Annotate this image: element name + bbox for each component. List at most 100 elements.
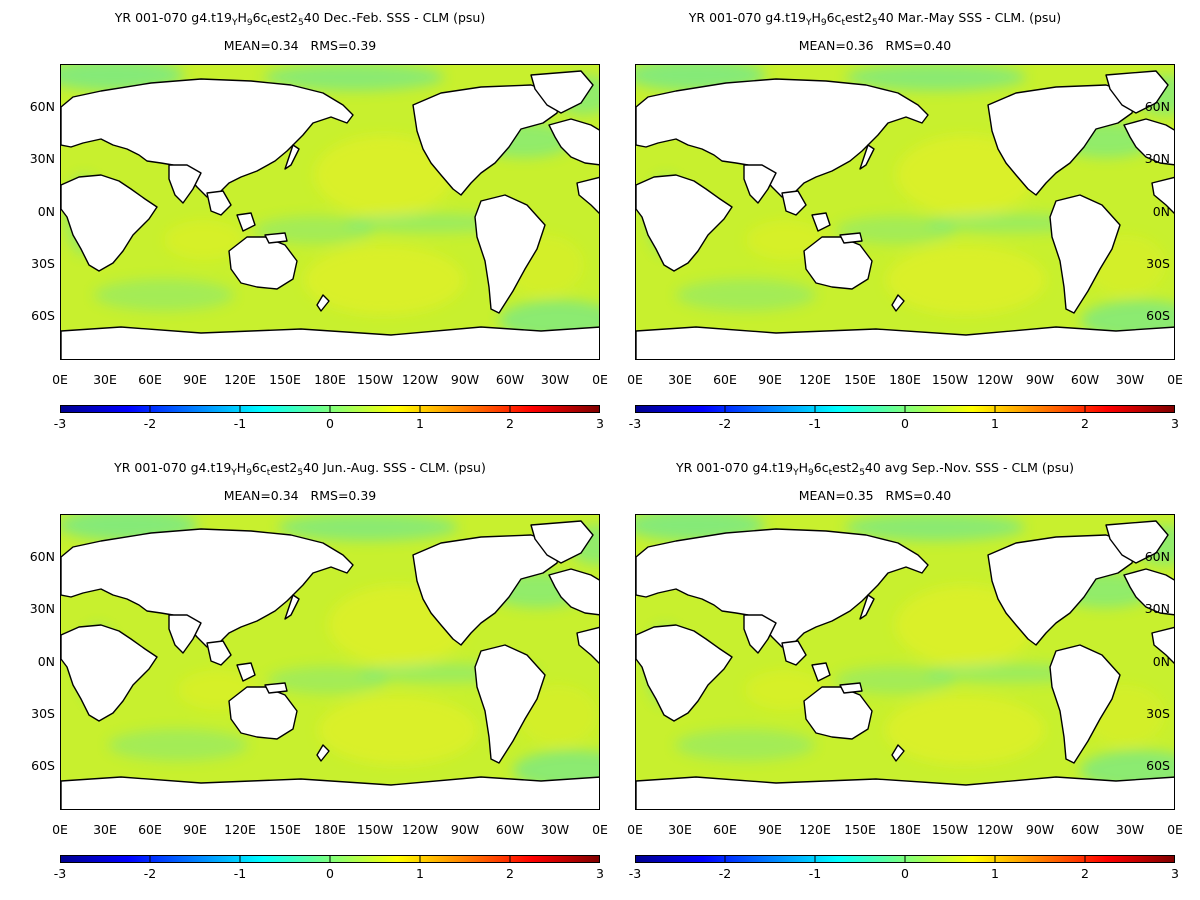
colorbar-tick-label: -3 <box>53 866 67 881</box>
title-text: 40 avg Sep.-Nov. SSS - CLM (psu) <box>864 460 1075 475</box>
lat-tick-label: 0N <box>37 204 55 219</box>
title-text: H <box>237 10 247 25</box>
lat-tick-label: 0N <box>37 654 55 669</box>
lon-tick-label: 150W <box>931 822 969 837</box>
lon-tick-label: 30E <box>93 372 117 387</box>
title-subscript: Y <box>793 468 799 478</box>
colorbar <box>59 848 601 863</box>
land-india <box>168 164 202 204</box>
lon-tick-label: 30W <box>540 822 570 837</box>
land-africa <box>61 174 158 272</box>
land-samerica <box>474 644 546 764</box>
colorbar-tick-label: 3 <box>596 866 604 881</box>
land-india <box>168 614 202 654</box>
anomaly-patch <box>675 729 815 761</box>
lon-tick-label: 60W <box>495 822 525 837</box>
anomaly-patch <box>164 220 244 260</box>
land-europe <box>1123 568 1174 616</box>
land-africa <box>636 174 733 272</box>
lon-tick-label: 60W <box>1070 372 1100 387</box>
sss-anomaly-map <box>635 64 1175 360</box>
land-australia <box>228 236 298 290</box>
lon-tick-label: 30E <box>93 822 117 837</box>
lat-tick-label: 30S <box>31 256 55 271</box>
lat-tick-label: 30N <box>29 601 55 616</box>
lat-tick-label: 0N <box>1152 654 1170 669</box>
lon-tick-label: 150E <box>269 822 301 837</box>
lon-tick-label: 180E <box>889 822 921 837</box>
colorbar-svg <box>59 855 601 863</box>
title-subscript: 9 <box>820 18 827 28</box>
title-text: YR 001-070 g4.t19 <box>114 10 232 25</box>
lon-tick-label: 0E <box>1167 822 1183 837</box>
land-greenland <box>1105 520 1169 564</box>
colorbar-tick-label: -2 <box>143 416 157 431</box>
land-westafrica <box>1151 176 1174 214</box>
land-samerica <box>474 194 546 314</box>
colorbar-tick-label: 0 <box>326 416 334 431</box>
land-africa <box>61 624 158 722</box>
colorbar-tick-label: -1 <box>808 416 822 431</box>
colorbar-tick-label: 0 <box>901 416 909 431</box>
colorbar-tick-label: -3 <box>628 416 642 431</box>
lon-tick-label: 0E <box>592 372 608 387</box>
anomaly-patch <box>846 65 1026 91</box>
title-text: H <box>236 460 247 475</box>
land-samerica <box>1049 194 1121 314</box>
lon-tick-label: 120W <box>976 372 1014 387</box>
lon-tick-label: 150E <box>844 372 876 387</box>
colorbar-tick-label: 1 <box>991 416 999 431</box>
land-antarctica <box>61 326 599 359</box>
lon-tick-label: 180E <box>314 372 346 387</box>
land-png <box>839 682 863 694</box>
lat-tick-label: 30N <box>1144 151 1170 166</box>
lat-tick-label: 30N <box>1144 601 1170 616</box>
colorbar-svg <box>634 855 1176 863</box>
mean-rms-stats: MEAN=0.34 RMS=0.39 <box>223 488 377 503</box>
lon-tick-label: 150W <box>356 822 394 837</box>
title-text: 6c <box>826 10 842 25</box>
lat-tick-label: 60S <box>31 758 55 773</box>
title-subscript: t <box>828 468 833 478</box>
lon-tick-label: 120E <box>224 822 256 837</box>
lon-tick-label: 120E <box>799 822 831 837</box>
sss-anomaly-map <box>635 514 1175 810</box>
title-text: 40 Jun.-Aug. SSS - CLM. (psu) <box>303 460 486 475</box>
lon-tick-label: 0E <box>627 372 643 387</box>
land-westafrica <box>1151 626 1174 664</box>
land-eurasia <box>636 528 929 648</box>
title-text: YR 001-070 g4.t19 <box>688 10 806 25</box>
land-westafrica <box>576 626 599 664</box>
chart-title: YR 001-070 g4.t19YH96ctest2540 Jun.-Aug.… <box>0 460 600 478</box>
map-panel: YR 001-070 g4.t19YH96ctest2540 Dec.-Feb.… <box>0 0 608 450</box>
title-subscript: Y <box>231 18 238 28</box>
colorbar-tick-label: -1 <box>808 866 822 881</box>
colorbar <box>634 848 1176 863</box>
lat-tick-label: 60S <box>1146 758 1170 773</box>
land-antarctica <box>61 776 599 809</box>
land-seasia <box>206 640 232 666</box>
lon-tick-label: 150W <box>931 372 969 387</box>
lat-tick-label: 60N <box>29 549 55 564</box>
colorbar-tick-label: 0 <box>901 866 909 881</box>
land-greenland <box>530 520 594 564</box>
lon-tick-label: 120W <box>401 372 439 387</box>
title-text: est2 <box>832 460 860 475</box>
map-svg <box>636 65 1174 359</box>
land-eurasia <box>636 78 929 198</box>
chart-title: YR 001-070 g4.t19YH96ctest2540 Mar.-May … <box>575 10 1175 28</box>
land-seasia <box>781 190 807 216</box>
lon-tick-label: 90E <box>758 822 782 837</box>
lon-tick-label: 90E <box>183 372 207 387</box>
lon-tick-label: 0E <box>52 372 68 387</box>
lon-tick-label: 60W <box>495 372 525 387</box>
anomaly-patch <box>845 515 1025 541</box>
lon-tick-label: 0E <box>52 822 68 837</box>
lon-tick-label: 90W <box>450 372 480 387</box>
land-japan <box>284 594 300 620</box>
colorbar <box>634 398 1176 413</box>
lat-tick-label: 60S <box>31 308 55 323</box>
lon-tick-label: 0E <box>592 822 608 837</box>
colorbar-tick-label: -2 <box>718 866 732 881</box>
colorbar-tick-label: 1 <box>416 866 424 881</box>
